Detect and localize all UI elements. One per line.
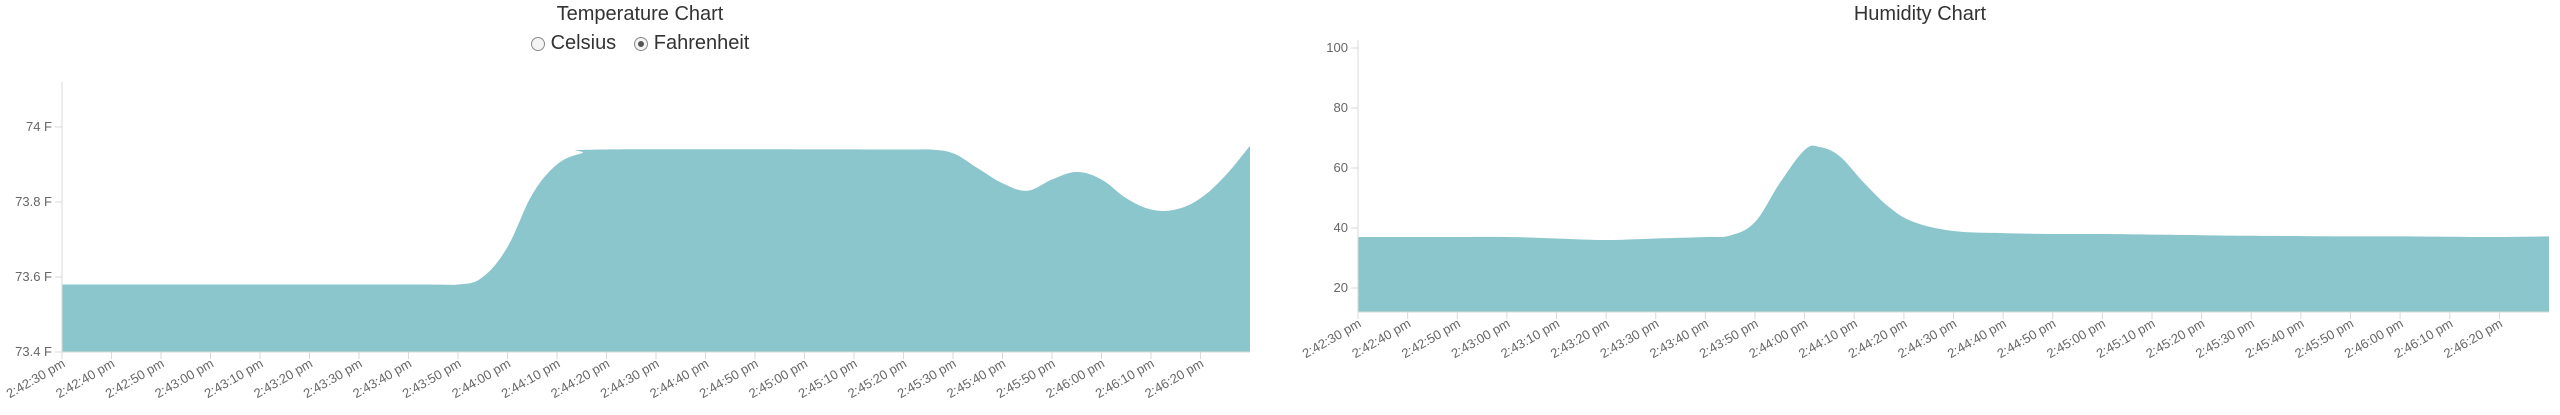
humidity-chart-panel: 20 40 60 80 100 2:42:30 pm 2:42:40 pm 2:42:50 p… [1280,0,2560,415]
temperature-chart-panel: 73.4 F 73.6 F 73.8 F 74 F 2:42:30 pm 2:42:40 … [0,3,1280,401]
celsius-radio[interactable] [530,36,545,51]
celsius-label: Celsius [550,32,617,54]
temperature-y-tick-label: 73.4 F [15,344,52,359]
temperature-chart-title: Temperature Chart [556,3,724,25]
temperature-unit-toggle: Celsius Fahrenheit [0,32,1280,57]
temperature-area-series [62,145,1250,352]
fahrenheit-option[interactable]: Fahrenheit [633,32,750,55]
temperature-chart: 73.4 F73.6 F73.8 F74 F2:42:30 pm2:42:40 … [4,82,1250,401]
fahrenheit-radio[interactable] [633,36,648,51]
temperature-y-tick-label: 73.6 F [15,269,52,284]
fahrenheit-label: Fahrenheit [653,32,750,54]
temperature-y-tick-label: 73.8 F [15,194,52,209]
humidity-y-tick-label: 40 [1334,220,1348,235]
humidity-y-tick-label: 100 [1326,40,1348,55]
celsius-option[interactable]: Celsius [530,32,617,55]
humidity-chart-title: Humidity Chart [1853,3,1987,25]
humidity-y-tick-label: 20 [1334,280,1348,295]
humidity-y-tick-label: 60 [1334,160,1348,175]
humidity-area-series [1358,145,2549,312]
humidity-y-tick-label: 80 [1334,100,1348,115]
temperature-y-tick-label: 74 F [26,119,52,134]
